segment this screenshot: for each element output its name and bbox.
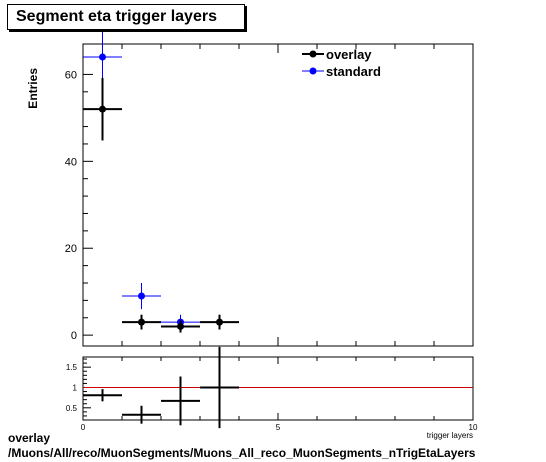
legend-label-standard: standard [326,64,381,79]
y-tick-label: 40 [65,156,77,168]
y-tick-label: 0 [71,330,77,342]
ratio-point [122,405,161,424]
ratio-y-tick-label: 0.5 [66,404,78,413]
x-axis-label: trigger layers [427,431,473,440]
ratio-point [83,389,122,402]
footer-label: overlay [8,431,51,445]
ratio-point [161,376,200,426]
data-point [138,292,145,300]
y-axis-label: Entries [26,68,40,109]
overlay-point [200,314,239,330]
y-tick-label: 60 [65,69,77,81]
y-tick-label: 20 [65,243,77,255]
data-point [177,322,184,330]
overlay-point [83,77,122,141]
legend-label-overlay: overlay [326,47,372,62]
data-point [99,105,106,113]
standard-point [122,282,161,310]
histogram-path: /Muons/All/reco/MuonSegments/Muons_All_r… [8,446,476,460]
legend-marker [309,50,317,58]
data-point [138,318,145,326]
ratio-x-tick-label: 0 [81,423,86,432]
ratio-point [200,346,239,429]
overlay-point [161,320,200,333]
ratio-y-tick-label: 1 [73,383,78,392]
legend-marker [309,67,317,75]
data-point [216,318,223,326]
standard-point [83,22,122,92]
data-point [99,53,106,61]
title-box: Segment eta trigger layers [7,4,245,30]
ratio-x-tick-label: 5 [276,423,281,432]
chart-title: Segment eta trigger layers [16,8,217,25]
overlay-point [122,314,161,330]
ratio-x-tick-label: 10 [469,423,478,432]
ratio-y-tick-label: 1.5 [66,363,78,372]
